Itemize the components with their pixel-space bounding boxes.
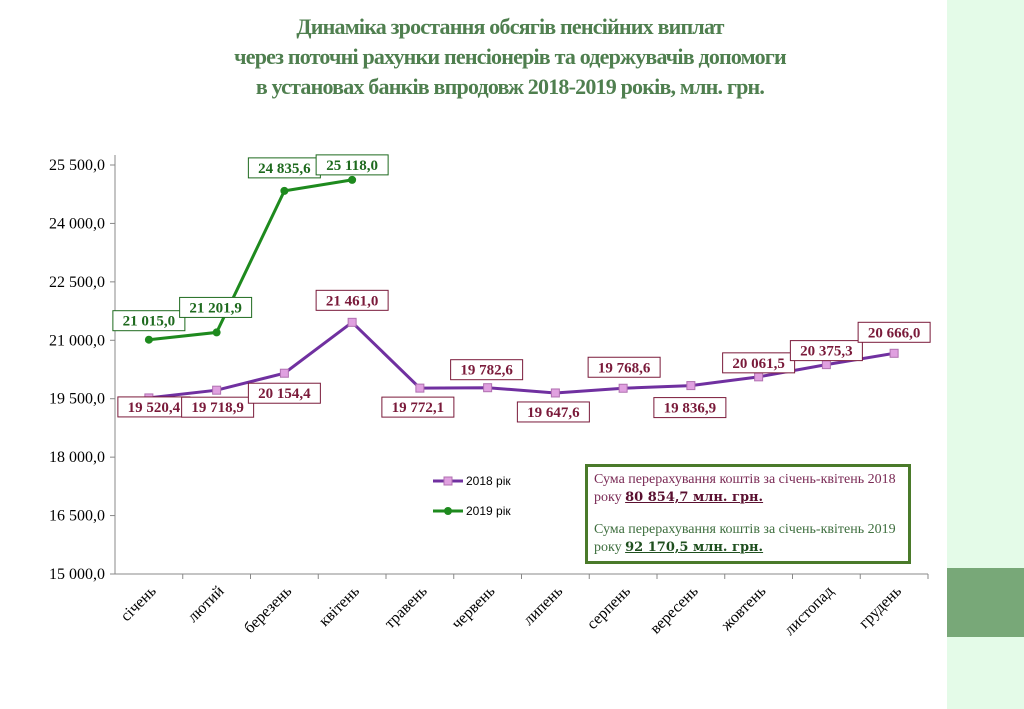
data-point [279, 368, 289, 378]
data-label: 20 666,0 [868, 325, 921, 341]
title-line: в установах банків впродовж 2018-2019 ро… [255, 74, 765, 99]
title-line: Динаміка зростання обсягів пенсійних вип… [296, 14, 724, 39]
legend-marker [444, 507, 452, 515]
data-label-box [315, 289, 389, 311]
legend-label: 2018 рік [466, 474, 511, 488]
series-line-2018-рік [148, 320, 895, 400]
y-tick-label: 16 500,0 [49, 508, 105, 525]
data-point [212, 385, 222, 395]
data-point [821, 360, 831, 370]
data-label-box [112, 310, 186, 332]
note-amount: 92 170,5 млн. грн. [625, 540, 764, 555]
data-point [348, 175, 357, 184]
data-label: 21 461,0 [326, 293, 379, 309]
x-tick-label: травень [381, 583, 430, 632]
data-label-box [722, 352, 796, 374]
y-tick-label: 24 000,0 [49, 215, 105, 232]
x-tick-label: квітень [316, 583, 363, 630]
data-label: 19 768,6 [598, 360, 651, 376]
data-label: 24 835,6 [258, 161, 311, 177]
series-line-2019-рік [148, 178, 353, 342]
note-text: Сума перерахування коштів за січень-квіт… [594, 522, 896, 555]
x-tick-label: листопад [781, 583, 837, 639]
y-tick-label: 22 500,0 [49, 274, 105, 291]
x-tick-label: серпень [584, 583, 634, 633]
data-point [754, 372, 764, 382]
y-tick-label: 19 500,0 [49, 391, 105, 408]
x-tick-label: червень [449, 583, 499, 633]
side-accent-block [947, 568, 1024, 637]
data-label: 19 836,9 [664, 401, 717, 417]
data-label: 19 520,4 [128, 400, 181, 416]
note-2019: Сума перерахування коштів за січень-квіт… [594, 521, 908, 557]
legend-marker [443, 476, 453, 486]
data-label-box [789, 340, 863, 362]
data-label-box [516, 401, 590, 423]
data-label: 21 201,9 [189, 300, 242, 316]
note-amount: 80 854,7 млн. грн. [625, 490, 764, 505]
data-label: 19 647,6 [527, 405, 580, 421]
chart-title: Динаміка зростання обсягів пенсійних вип… [150, 12, 870, 102]
x-tick-label: лютий [184, 582, 227, 625]
data-point [280, 186, 289, 195]
data-label: 25 118,0 [326, 158, 378, 174]
data-label: 19 772,1 [392, 400, 445, 416]
data-point [618, 383, 628, 393]
y-tick-label: 18 000,0 [49, 449, 105, 466]
x-tick-label: січень [118, 583, 160, 625]
legend-label: 2019 рік [466, 504, 511, 518]
data-label: 20 061,5 [732, 356, 785, 372]
x-tick-label: вересень [647, 583, 702, 638]
x-tick-label: грудень [856, 583, 905, 632]
data-label: 19 782,6 [460, 363, 513, 379]
data-point [483, 383, 493, 393]
data-point [415, 383, 425, 393]
data-label-box [181, 396, 255, 418]
x-tick-label: березень [241, 583, 295, 637]
note-2018: Сума перерахування коштів за січень-квіт… [594, 471, 908, 507]
data-point [144, 335, 153, 344]
data-label-box [653, 397, 727, 419]
data-label-box [381, 396, 455, 418]
data-label: 21 015,0 [123, 314, 176, 330]
data-label-box [857, 321, 931, 343]
data-label-box [450, 359, 524, 381]
data-label-box [247, 382, 321, 404]
y-tick-label: 25 500,0 [49, 157, 105, 174]
data-label: 20 154,4 [258, 386, 311, 402]
data-point [212, 328, 221, 337]
data-point [889, 348, 899, 358]
data-label: 19 718,9 [191, 400, 244, 416]
data-label-box [315, 154, 389, 176]
data-label-box [179, 296, 253, 318]
x-tick-label: липень [520, 583, 566, 629]
data-label-box [587, 356, 661, 378]
data-point [550, 388, 560, 398]
summary-note: Сума перерахування коштів за січень-квіт… [585, 464, 911, 564]
data-point [347, 317, 357, 327]
note-text: Сума перерахування коштів за січень-квіт… [594, 472, 896, 505]
title-line: через поточні рахунки пенсіонерів та оде… [234, 44, 787, 69]
x-tick-label: жовтень [717, 583, 769, 635]
y-tick-label: 21 000,0 [49, 332, 105, 349]
data-point [686, 381, 696, 391]
y-tick-label: 15 000,0 [49, 566, 105, 583]
data-label: 20 375,3 [800, 344, 853, 360]
